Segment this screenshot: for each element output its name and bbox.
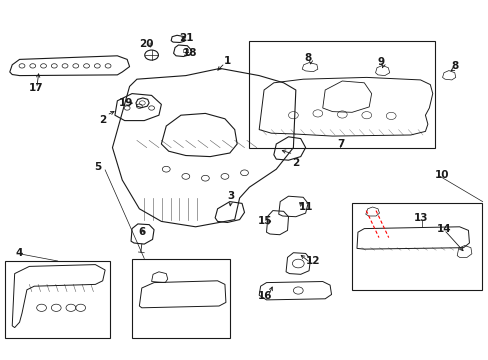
Text: 18: 18 [182, 48, 197, 58]
Bar [132, 259, 229, 338]
Text: 21: 21 [179, 33, 194, 43]
Bar [249, 41, 434, 148]
Text: 12: 12 [305, 256, 320, 266]
Bar [351, 203, 481, 290]
Text: 2: 2 [99, 114, 106, 125]
Text: 7: 7 [336, 139, 344, 149]
Text: 5: 5 [94, 162, 101, 172]
Text: 3: 3 [227, 191, 234, 201]
Text: 8: 8 [450, 60, 457, 71]
Text: 13: 13 [413, 213, 428, 223]
Bar [183, 49, 188, 52]
Text: 15: 15 [258, 216, 272, 226]
Text: 19: 19 [119, 98, 133, 108]
Text: 10: 10 [434, 170, 449, 180]
Text: 17: 17 [29, 83, 43, 93]
Text: 20: 20 [139, 39, 153, 49]
Text: 1: 1 [224, 56, 230, 66]
Text: 9: 9 [377, 57, 384, 67]
Text: 8: 8 [304, 53, 311, 63]
Text: 14: 14 [436, 224, 450, 234]
Text: 4: 4 [16, 248, 23, 258]
Text: 6: 6 [138, 227, 145, 237]
Text: 11: 11 [298, 202, 312, 212]
Text: 2: 2 [291, 158, 298, 168]
Bar [5, 261, 110, 338]
Text: 16: 16 [258, 291, 272, 301]
